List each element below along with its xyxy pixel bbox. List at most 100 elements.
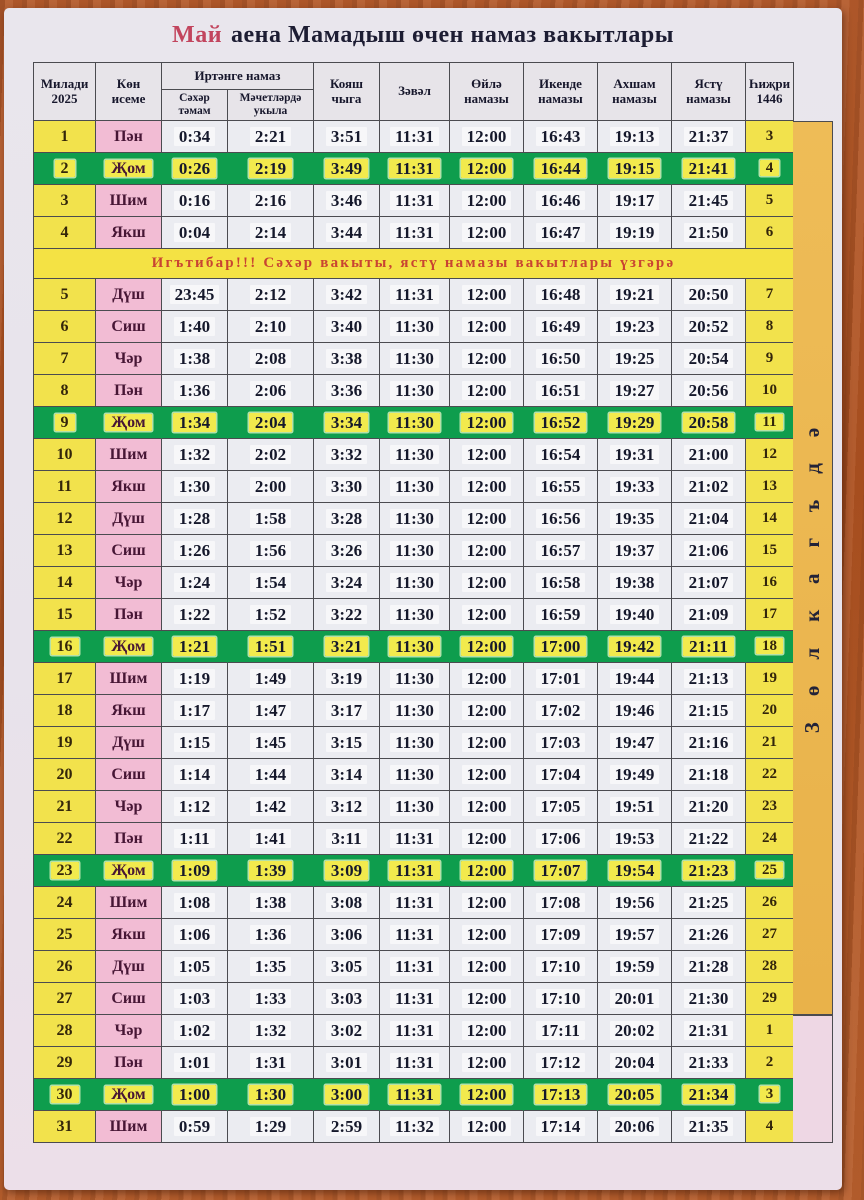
day-name-cell: Сиш: [96, 535, 162, 567]
time-cell: 12:00: [450, 471, 524, 503]
date-cell: 3: [34, 185, 96, 217]
time-cell: 21:26: [672, 919, 746, 951]
time-cell: 21:20: [672, 791, 746, 823]
header-day-name: Көн исеме: [96, 63, 162, 121]
time-cell: 11:32: [380, 1111, 450, 1143]
time-cell: 11:30: [380, 343, 450, 375]
header-morning-prayer-group: Иртәнге намаз: [162, 63, 314, 90]
time-cell: 2:06: [228, 375, 314, 407]
time-cell: 21:11: [672, 631, 746, 663]
hijri-date-cell: 22: [746, 759, 794, 791]
time-cell: 12:00: [450, 599, 524, 631]
hijri-date-cell: 1: [746, 1015, 794, 1047]
time-cell: 11:31: [380, 185, 450, 217]
day-name-cell: Чәр: [96, 1015, 162, 1047]
day-name-cell: Җом: [96, 631, 162, 663]
time-cell: 17:09: [524, 919, 598, 951]
time-cell: 11:30: [380, 535, 450, 567]
hijri-date-cell: 16: [746, 567, 794, 599]
day-name-cell: Сиш: [96, 759, 162, 791]
time-cell: 1:47: [228, 695, 314, 727]
time-cell: 12:00: [450, 1111, 524, 1143]
time-cell: 11:30: [380, 727, 450, 759]
time-cell: 11:30: [380, 407, 450, 439]
time-cell: 3:21: [314, 631, 380, 663]
day-name-cell: Пән: [96, 599, 162, 631]
time-cell: 21:16: [672, 727, 746, 759]
date-cell: 30: [34, 1079, 96, 1111]
time-cell: 19:33: [598, 471, 672, 503]
time-cell: 17:10: [524, 951, 598, 983]
day-name-cell: Пән: [96, 121, 162, 153]
time-cell: 11:31: [380, 217, 450, 249]
time-cell: 0:59: [162, 1111, 228, 1143]
date-cell: 22: [34, 823, 96, 855]
time-cell: 12:00: [450, 217, 524, 249]
time-cell: 12:00: [450, 631, 524, 663]
time-cell: 12:00: [450, 1047, 524, 1079]
time-cell: 19:29: [598, 407, 672, 439]
time-cell: 19:13: [598, 121, 672, 153]
time-cell: 21:13: [672, 663, 746, 695]
time-cell: 16:59: [524, 599, 598, 631]
hijri-date-cell: 29: [746, 983, 794, 1015]
table-row-friday: 2 Җом 0:26 2:19 3:49 11:31 12:00 16:44 19:15 21:4…: [34, 153, 794, 185]
time-cell: 1:52: [228, 599, 314, 631]
date-cell: 2: [34, 153, 96, 185]
time-cell: 21:25: [672, 887, 746, 919]
time-cell: 17:07: [524, 855, 598, 887]
date-cell: 14: [34, 567, 96, 599]
time-cell: 11:31: [380, 121, 450, 153]
time-cell: 3:19: [314, 663, 380, 695]
table-row-friday: 30 Җом 1:00 1:30 3:00 11:31 12:00 17:13 20:05 21:…: [34, 1079, 794, 1111]
time-cell: 21:33: [672, 1047, 746, 1079]
time-cell: 19:27: [598, 375, 672, 407]
prayer-table-header: Милади 2025 Көн исеме Иртәнге намаз Кояш…: [34, 63, 794, 121]
time-cell: 16:58: [524, 567, 598, 599]
day-name-cell: Дүш: [96, 279, 162, 311]
time-cell: 12:00: [450, 759, 524, 791]
time-cell: 3:15: [314, 727, 380, 759]
date-cell: 20: [34, 759, 96, 791]
time-cell: 11:31: [380, 153, 450, 185]
date-cell: 31: [34, 1111, 96, 1143]
time-cell: 3:01: [314, 1047, 380, 1079]
time-cell: 1:58: [228, 503, 314, 535]
time-cell: 16:52: [524, 407, 598, 439]
time-cell: 17:08: [524, 887, 598, 919]
time-cell: 11:30: [380, 631, 450, 663]
time-cell: 21:34: [672, 1079, 746, 1111]
date-cell: 12: [34, 503, 96, 535]
time-cell: 16:44: [524, 153, 598, 185]
time-cell: 21:04: [672, 503, 746, 535]
time-cell: 21:30: [672, 983, 746, 1015]
time-cell: 0:04: [162, 217, 228, 249]
time-cell: 17:12: [524, 1047, 598, 1079]
day-name-cell: Дүш: [96, 503, 162, 535]
table-row: 18 Якш 1:17 1:47 3:17 11:30 12:00 17:02 19:46 21:…: [34, 695, 794, 727]
time-cell: 3:09: [314, 855, 380, 887]
day-name-cell: Якш: [96, 471, 162, 503]
hijri-date-cell: 27: [746, 919, 794, 951]
time-cell: 1:05: [162, 951, 228, 983]
hijri-date-cell: 7: [746, 279, 794, 311]
hijri-date-cell: 23: [746, 791, 794, 823]
header-yastu: Ястү намазы: [672, 63, 746, 121]
time-cell: 12:00: [450, 1015, 524, 1047]
time-cell: 12:00: [450, 823, 524, 855]
table-row: 21 Чәр 1:12 1:42 3:12 11:30 12:00 17:05 19:51 21:…: [34, 791, 794, 823]
time-cell: 2:16: [228, 185, 314, 217]
time-cell: 19:38: [598, 567, 672, 599]
time-cell: 1:26: [162, 535, 228, 567]
time-cell: 16:56: [524, 503, 598, 535]
time-cell: 11:30: [380, 311, 450, 343]
day-name-cell: Якш: [96, 695, 162, 727]
table-row: 8 Пән 1:36 2:06 3:36 11:30 12:00 16:51 19:27 20:5…: [34, 375, 794, 407]
time-cell: 16:43: [524, 121, 598, 153]
time-cell: 3:08: [314, 887, 380, 919]
time-cell: 2:21: [228, 121, 314, 153]
prayer-table-body: 1 Пән 0:34 2:21 3:51 11:31 12:00 16:43 19:13 21:3…: [34, 121, 794, 1143]
time-cell: 21:15: [672, 695, 746, 727]
time-cell: 16:55: [524, 471, 598, 503]
time-cell: 1:36: [228, 919, 314, 951]
